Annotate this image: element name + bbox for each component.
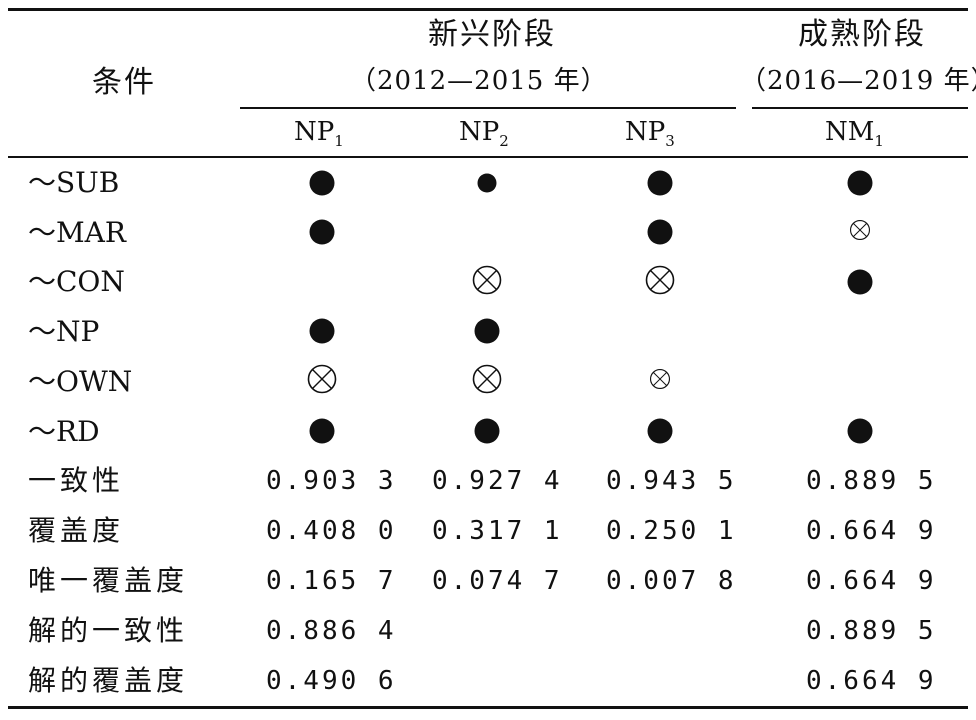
core-present-circle-icon [647,418,673,444]
metric-value: 0.927 4 [432,466,563,496]
column-header-subscript: 1 [334,132,344,150]
mature-period-label: （2016—2019 年） [740,66,976,96]
peripheral-absent-circled-x-icon [649,368,671,394]
row-label-sub: ～SUB [28,166,120,199]
core-present-circle-icon [474,318,500,344]
metric-value: 0.165 7 [266,566,397,596]
row-label-mar: ～MAR [28,216,126,249]
core-present-circle-icon [847,418,873,444]
metric-value: 0.408 0 [266,516,397,546]
column-header-np1: NP1 [294,119,344,149]
core-absent-circled-x-icon [472,265,502,299]
row-label-np: ～NP [28,315,100,348]
column-header-base: NP [625,117,666,147]
metric-value: 0.074 7 [432,566,563,596]
top-rule [8,8,968,11]
metric-value: 0.664 9 [806,516,937,546]
column-header-subscript: 3 [665,132,675,150]
core-present-circle-icon [309,318,335,344]
emerging-stage-label: 新兴阶段 [428,17,556,52]
row-label-coverage: 覆盖度 [28,514,125,547]
core-present-circle-icon [309,170,335,196]
core-absent-circled-x-icon [645,265,675,299]
metric-value: 0.250 1 [606,516,737,546]
core-present-circle-icon [647,219,673,245]
metric-value: 0.889 5 [806,466,937,496]
peripheral-present-circle-icon [477,173,497,193]
metric-value: 0.664 9 [806,666,937,696]
column-header-base: NP [294,117,335,147]
metric-value: 0.664 9 [806,566,937,596]
column-header-subscript: 2 [499,132,509,150]
column-header-base: NP [459,117,500,147]
row-label-rd: ～RD [28,415,100,448]
metric-value: 0.490 6 [266,666,397,696]
mature-span-rule [752,107,968,109]
core-present-circle-icon [309,219,335,245]
metric-value: 0.889 5 [806,616,937,646]
mature-stage-label: 成熟阶段 [798,17,926,52]
core-present-circle-icon [474,418,500,444]
column-header-base: NM [825,117,875,147]
column-header-subscript: 1 [874,132,884,150]
row-label-solution-consistency: 解的一致性 [28,614,189,647]
row-label-own: ～OWN [28,365,133,398]
row-label-con: ～CON [28,265,125,298]
bottom-rule [8,706,968,709]
metric-value: 0.943 5 [606,466,737,496]
metric-value: 0.903 3 [266,466,397,496]
row-label-unique-coverage: 唯一覆盖度 [28,564,189,597]
column-header-np2: NP2 [459,119,509,149]
peripheral-absent-circled-x-icon [849,219,871,245]
header-bottom-rule [8,156,968,158]
core-absent-circled-x-icon [472,364,502,398]
core-present-circle-icon [847,269,873,295]
column-header-nm1: NM1 [825,119,884,149]
metric-value: 0.007 8 [606,566,737,596]
core-present-circle-icon [847,170,873,196]
column-header-np3: NP3 [625,119,675,149]
emerging-period-label: （2012—2015 年） [350,66,608,96]
row-label-solution-coverage: 解的覆盖度 [28,664,189,697]
metric-value: 0.886 4 [266,616,397,646]
core-present-circle-icon [309,418,335,444]
core-absent-circled-x-icon [307,364,337,398]
metric-value: 0.317 1 [432,516,563,546]
core-present-circle-icon [647,170,673,196]
row-label-consistency: 一致性 [28,464,125,497]
condition-header: 条件 [92,65,156,100]
emerging-span-rule [240,107,736,109]
